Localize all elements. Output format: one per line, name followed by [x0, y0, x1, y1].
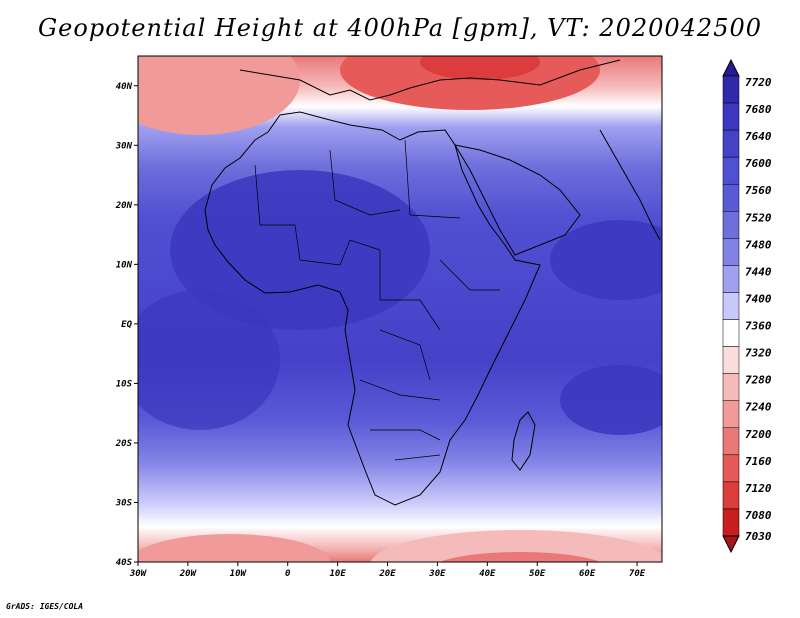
lat-tick-label: 30N: [115, 141, 133, 151]
border-south-africa: [394, 454, 441, 461]
india-outline: [599, 129, 661, 241]
red-core-north: [420, 56, 540, 80]
colorbar-segment: [722, 156, 740, 185]
lon-tick-label: 30E: [428, 569, 446, 579]
colorbar: 7720 7680 7640 7600 7560 7520 7480 7440 7400 7360…: [722, 58, 772, 554]
colorbar-label: 7030: [745, 530, 772, 543]
colorbar-label: 7280: [745, 374, 772, 387]
colorbar-label: 7320: [745, 347, 772, 360]
colorbar-segment: [722, 400, 740, 429]
red-high-northwest: [138, 56, 300, 135]
colorbar-label: 7120: [745, 482, 772, 495]
lat-tick-label: 40N: [116, 82, 133, 92]
map-title: Geopotential Height at 400hPa [gpm], VT:…: [38, 14, 762, 42]
colorbar-segment: [722, 346, 740, 374]
lon-tick-label: 10W: [230, 569, 248, 579]
colorbar-segment: [722, 454, 740, 483]
border-east-africa: [439, 259, 500, 291]
coastlines: [204, 59, 661, 506]
lon-tick-label: 0: [285, 569, 291, 579]
colorbar-segment: [722, 129, 740, 158]
grads-credit: GrADS: IGES/COLA: [6, 602, 84, 611]
colorbar-label: 7720: [745, 76, 772, 89]
lat-tick-label: 40S: [116, 558, 133, 568]
border-sahara-west: [254, 164, 295, 226]
red-low-south: [370, 530, 662, 562]
colorbar-top-arrow: [722, 58, 740, 77]
colorbar-segment: [722, 75, 740, 104]
red-low-southwest: [138, 534, 330, 562]
border-egypt: [404, 139, 411, 216]
colorbar-segment: [722, 238, 740, 266]
lat-tick-label: 10S: [116, 379, 133, 389]
colorbar-label: 7600: [745, 157, 772, 170]
lat-tick-label: 10N: [116, 260, 133, 270]
country-borders: [254, 139, 500, 461]
border-sahara-central: [329, 149, 401, 216]
africa-outline: [204, 111, 541, 506]
colorbar-segment: [722, 292, 740, 320]
lon-tick-label: 60E: [579, 569, 596, 579]
blue-core-arabian-sea: [550, 220, 662, 300]
map-frame: [137, 55, 663, 563]
colorbar-segment: [722, 427, 740, 456]
colorbar-segment: [722, 183, 740, 212]
colorbar-label: 7240: [745, 401, 772, 414]
colorbar-segment: [722, 508, 740, 537]
lat-tick-label: 20S: [115, 439, 133, 449]
colorbar-segment: [722, 102, 740, 131]
colorbar-label: 7640: [745, 130, 772, 143]
lon-tick-label: 30W: [129, 569, 148, 579]
border-southern-africa: [370, 429, 441, 441]
blue-core-atlantic: [138, 290, 280, 430]
colorbar-label: 7080: [745, 509, 772, 522]
lon-tick-label: 40E: [479, 569, 496, 579]
lon-tick-label: 70E: [629, 569, 646, 579]
colorbar-segment: [722, 373, 740, 401]
colorbar-label: 7480: [745, 238, 772, 251]
colorbar-segment: [722, 319, 740, 347]
colorbar-label: 7440: [745, 265, 772, 278]
colorbar-bottom-arrow: [722, 535, 740, 554]
colorbar-label: 7200: [745, 428, 772, 441]
lon-tick-label: 20W: [179, 569, 198, 579]
border-sahel: [294, 224, 381, 266]
lon-tick-label: 20E: [378, 569, 396, 579]
colorbar-label: 7680: [745, 103, 772, 116]
border-sudan: [409, 214, 461, 219]
lat-tick-label: 30S: [115, 498, 133, 508]
height-field: [138, 56, 662, 562]
red-core-south: [439, 552, 601, 562]
lon-tick-label: 10E: [329, 569, 346, 579]
blue-core-sahara: [170, 170, 430, 330]
red-high-north: [340, 56, 600, 110]
colorbar-label: 7160: [745, 455, 772, 468]
colorbar-label: 7520: [745, 211, 772, 224]
border-congo: [379, 329, 431, 381]
colorbar-segment: [722, 211, 740, 239]
colorbar-label: 7400: [745, 292, 772, 305]
madagascar-outline: [511, 411, 536, 471]
colorbar-segment: [722, 265, 740, 293]
axis-ticks: 30W 20W 10W 0 10E 20E 30E 40E 50E 60E 70E 40S 30S 20S…: [115, 82, 646, 579]
arabia-outline: [453, 144, 581, 256]
europe-coast: [239, 59, 621, 101]
border-angola: [359, 379, 441, 401]
colorbar-segment: [722, 481, 740, 510]
lon-tick-label: 50E: [529, 569, 546, 579]
blue-core-indian-ocean: [560, 365, 662, 435]
border-central-africa: [379, 250, 441, 331]
lat-tick-label: EQ: [121, 320, 132, 330]
colorbar-label: 7560: [745, 184, 772, 197]
lat-tick-label: 20N: [115, 201, 133, 211]
colorbar-label: 7360: [745, 320, 772, 333]
